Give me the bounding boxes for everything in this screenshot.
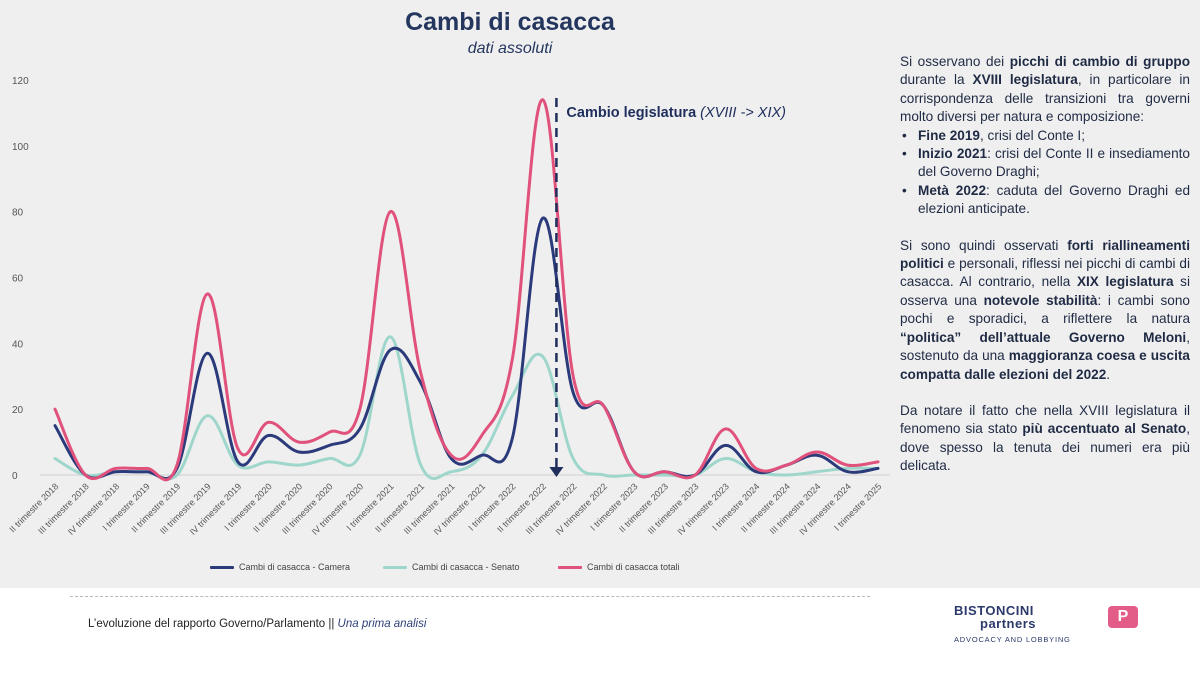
series-line-totali (53, 98, 880, 482)
commentary-paragraph-2: Si sono quindi osservati forti riallinea… (900, 237, 1190, 382)
y-tick-label: 0 (12, 471, 18, 482)
legend-swatch (210, 565, 234, 569)
legend-label: Cambi di casacca - Camera (239, 562, 351, 572)
bullet-item: Metà 2022: caduta del Governo Draghi ed … (900, 182, 1190, 219)
legend-label: Cambi di casacca - Senato (412, 562, 520, 572)
series-line-camera (53, 216, 880, 481)
commentary-paragraph-3: Da notare il fatto che nella XVIII legis… (900, 402, 1190, 474)
chart-subtitle: dati assoluti (467, 40, 553, 57)
footer-caption: L’evoluzione del rapporto Governo/Parlam… (88, 618, 427, 630)
legend-swatch (558, 565, 582, 569)
y-tick-label: 120 (12, 76, 29, 87)
commentary-paragraph-1: Si osservano dei picchi di cambio di gru… (900, 54, 1190, 125)
legend-swatch (383, 565, 407, 569)
y-tick-label: 40 (12, 339, 24, 350)
commentary-bullets: Fine 2019, crisi del Conte I; Inizio 202… (900, 127, 1190, 219)
footer-divider (70, 596, 870, 597)
chart-title: Cambi di casacca (405, 8, 615, 36)
y-tick-label: 80 (12, 208, 24, 219)
logo-name-line2: partners (980, 616, 1037, 631)
company-logo: BISTONCINI partners ADVOCACY AND LOBBYIN… (954, 604, 1154, 654)
slide-background (0, 0, 1200, 588)
legislature-change-annotation: Cambio legislatura (XVIII -> XIX) (566, 105, 786, 121)
bullet-item: Inizio 2021: crisi del Conte II e insedi… (900, 145, 1190, 182)
commentary-panel: Si osservano dei picchi di cambio di gru… (900, 53, 1190, 476)
legend-item: Cambi di casacca - Camera (210, 562, 350, 572)
bullet-item: Fine 2019, crisi del Conte I; (900, 127, 1190, 146)
legend-item: Cambi di casacca - Senato (383, 562, 520, 572)
logo-tagline: ADVOCACY AND LOBBYING (954, 635, 1071, 644)
series-line-senato (53, 335, 880, 481)
y-tick-label: 60 (12, 274, 24, 285)
legend-label: Cambi di casacca totali (587, 562, 680, 572)
logo-name-line1: BISTONCINI (954, 603, 1034, 618)
legend-item: Cambi di casacca totali (558, 562, 680, 572)
marker-arrowhead-icon (549, 467, 564, 477)
y-tick-label: 100 (12, 142, 29, 153)
chart-legend: Cambi di casacca - Camera Cambi di casacc… (0, 562, 900, 576)
y-tick-label: 20 (12, 405, 24, 416)
logo-mark-icon: P (1108, 606, 1138, 628)
